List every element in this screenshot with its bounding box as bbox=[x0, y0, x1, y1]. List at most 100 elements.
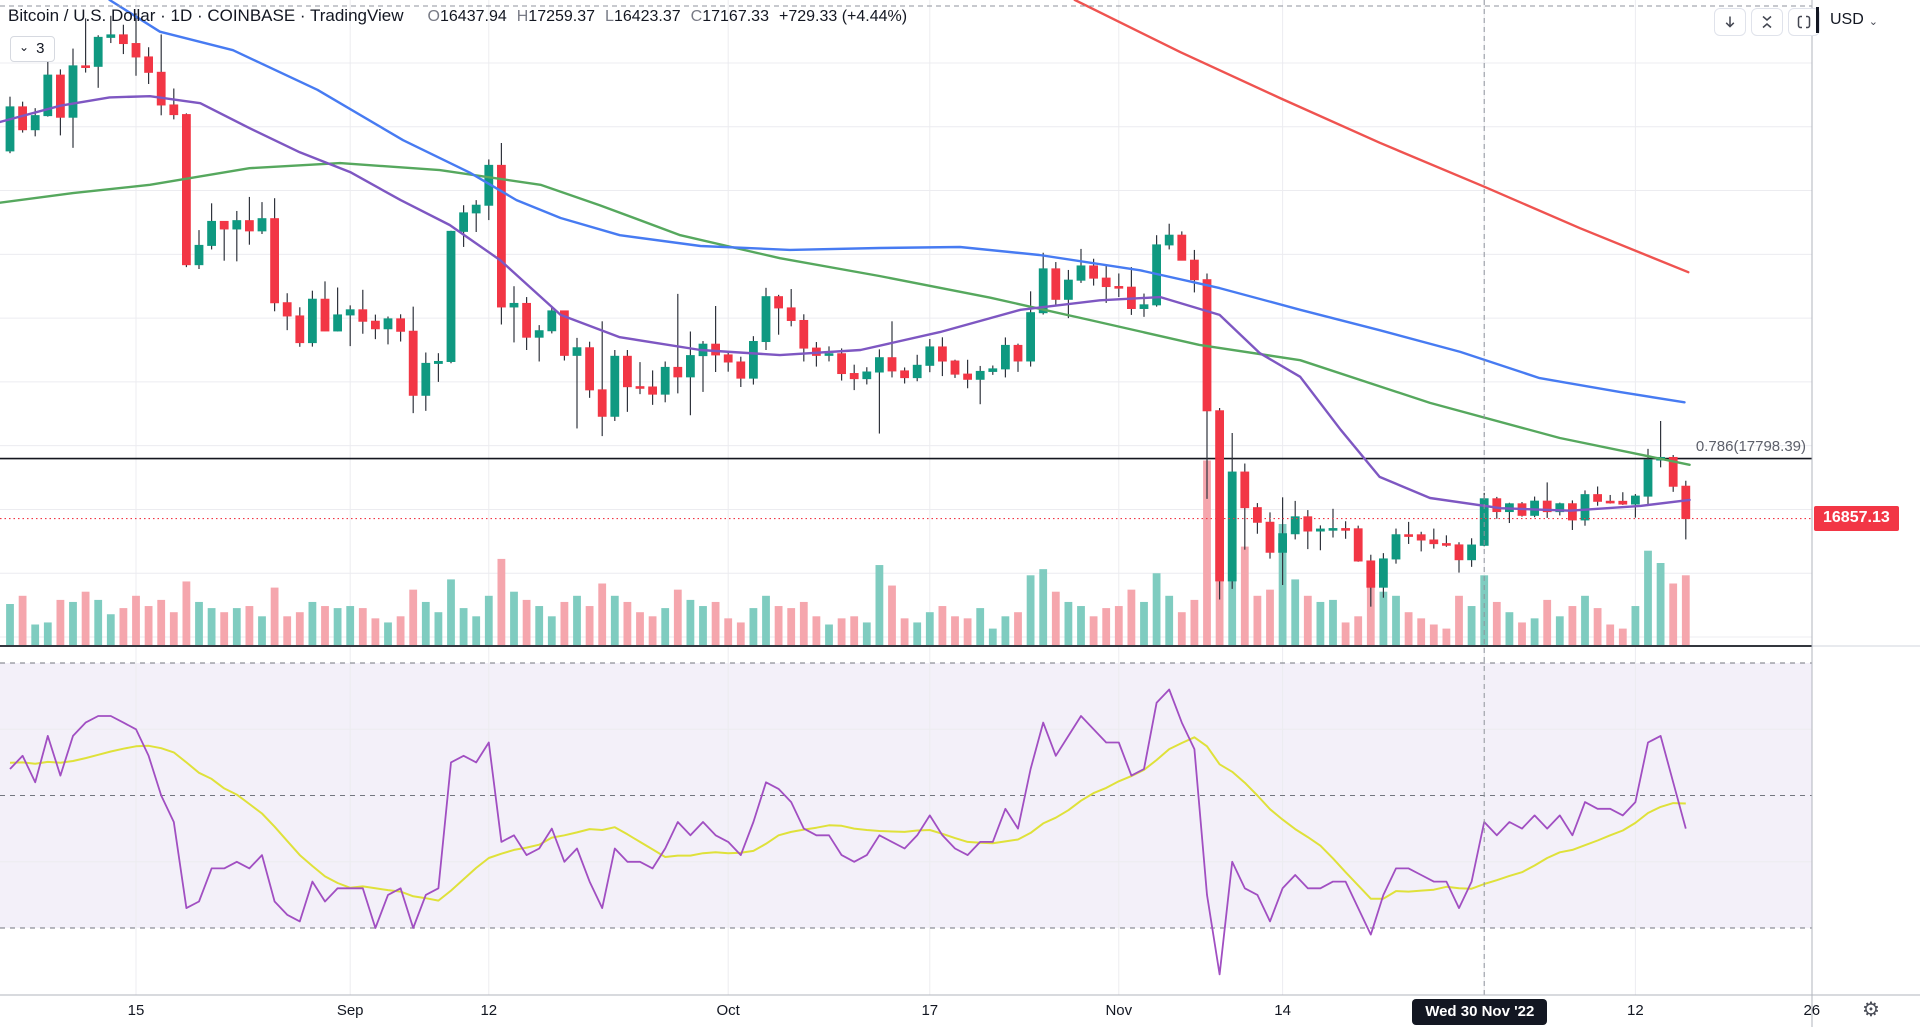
last-price-label: 16857.13 bbox=[1814, 506, 1899, 531]
volume-bar bbox=[43, 622, 52, 645]
candle-body bbox=[257, 218, 267, 232]
volume-bar bbox=[1190, 599, 1199, 645]
candle-body bbox=[371, 320, 380, 330]
symbol-title[interactable]: Bitcoin / U.S. Dollar · 1D · COINBASE · … bbox=[8, 6, 404, 25]
volume-bar bbox=[182, 581, 191, 645]
volume-bar bbox=[18, 595, 27, 645]
volume-bar bbox=[585, 606, 594, 645]
candle-body bbox=[182, 114, 191, 266]
volume-bar bbox=[1606, 624, 1615, 645]
ohlc-values: O16437.94 H17259.37 L16423.37 C17167.33 +729… bbox=[428, 8, 908, 26]
candle-body bbox=[282, 302, 292, 317]
volume-bar bbox=[409, 589, 418, 645]
candle-body bbox=[93, 36, 103, 67]
volume-bar bbox=[1581, 595, 1589, 645]
time-tick-label: 17 bbox=[921, 1002, 939, 1019]
volume-bar bbox=[371, 618, 380, 645]
rsi-pane[interactable] bbox=[0, 648, 1812, 995]
volume-bar bbox=[1127, 589, 1136, 645]
volume-bar bbox=[749, 608, 758, 645]
volume-bar bbox=[308, 601, 317, 645]
volume-bar bbox=[119, 608, 128, 645]
volume-bar bbox=[547, 616, 556, 645]
time-tick-label: 14 bbox=[1274, 1002, 1291, 1019]
candle-body bbox=[333, 314, 343, 332]
volume-bar bbox=[812, 616, 821, 645]
volume-bar bbox=[396, 616, 405, 645]
volume-bar bbox=[295, 612, 304, 645]
candle-body bbox=[497, 164, 506, 308]
volume-bar bbox=[1429, 624, 1438, 645]
indicators-collapse-button[interactable]: ⌄ 3 bbox=[10, 36, 56, 62]
volume-bar bbox=[510, 591, 518, 645]
time-axis-settings-gear-icon[interactable]: ⚙ bbox=[1862, 999, 1880, 1021]
candle-body bbox=[1177, 234, 1187, 261]
candle-body bbox=[1190, 259, 1199, 281]
change-value: +729.33 (+4.44%) bbox=[778, 8, 908, 25]
pane-toolbar bbox=[1714, 8, 1820, 36]
candle-body bbox=[131, 43, 141, 58]
candle-body bbox=[522, 302, 532, 338]
low-label: L bbox=[605, 8, 614, 25]
candle-body bbox=[1089, 265, 1098, 279]
candle-body bbox=[560, 310, 569, 356]
volume-bar bbox=[648, 616, 657, 645]
price-axis[interactable]: 24000.0023000.0022000.0021000.0020000.00… bbox=[1812, 0, 1920, 995]
volume-bar bbox=[1001, 616, 1010, 645]
volume-bar bbox=[925, 612, 934, 645]
volume-bar bbox=[69, 601, 77, 645]
candle-body bbox=[786, 307, 796, 321]
candle-body bbox=[169, 104, 179, 116]
volume-bar bbox=[1014, 612, 1022, 645]
price-pane[interactable] bbox=[0, 0, 1812, 646]
fib-level-label[interactable]: 0.786(17798.39) bbox=[1695, 438, 1806, 455]
candle-body bbox=[1240, 471, 1250, 509]
maximize-icon bbox=[1797, 15, 1811, 29]
candle-body bbox=[938, 346, 947, 362]
volume-bar bbox=[1618, 628, 1627, 645]
candle-body bbox=[156, 71, 166, 106]
candle-body bbox=[1316, 528, 1325, 532]
candle-body bbox=[925, 346, 935, 366]
candle-body bbox=[5, 106, 15, 152]
volume-bar bbox=[144, 606, 153, 645]
candle-body bbox=[1492, 498, 1502, 513]
volume-bar bbox=[346, 606, 355, 645]
high-value: 17259.37 bbox=[528, 8, 596, 25]
time-axis[interactable]: 15 Sep 12 Oct 17 Nov 14 12 26 bbox=[0, 995, 1820, 1027]
price-axis-marker bbox=[1816, 7, 1819, 33]
rsi-line bbox=[9, 688, 1687, 976]
candle-body bbox=[1404, 534, 1413, 537]
volume-bar bbox=[1114, 606, 1123, 645]
volume-bar bbox=[825, 624, 833, 645]
currency-label: USD bbox=[1830, 11, 1864, 28]
candle-body bbox=[43, 74, 53, 117]
volume-bar bbox=[1644, 550, 1652, 645]
open-label: O bbox=[427, 8, 440, 25]
crosshair-date-badge: Wed 30 Nov '22 bbox=[1412, 999, 1548, 1025]
collapse-icon bbox=[1762, 15, 1772, 29]
volume-bar bbox=[951, 616, 959, 645]
candle-body bbox=[1227, 471, 1237, 582]
volume-bar bbox=[875, 565, 884, 645]
volume-bar bbox=[1593, 608, 1602, 645]
candle-body bbox=[912, 364, 922, 379]
candle-body bbox=[30, 115, 40, 131]
candle-body bbox=[18, 106, 28, 131]
volume-bar bbox=[1341, 622, 1350, 645]
volume-bar bbox=[283, 616, 292, 645]
volume-bar bbox=[787, 608, 796, 645]
volume-bar bbox=[900, 618, 909, 645]
volume-bar bbox=[736, 622, 745, 645]
candle-body bbox=[358, 309, 368, 322]
candle-body bbox=[345, 309, 355, 316]
candle-body bbox=[862, 371, 872, 380]
volume-bar bbox=[1492, 601, 1501, 645]
volume-bar bbox=[610, 595, 619, 645]
candle-body bbox=[1668, 456, 1678, 487]
collapse-pane-button[interactable] bbox=[1751, 8, 1783, 36]
move-pane-down-button[interactable] bbox=[1714, 8, 1746, 36]
currency-selector[interactable]: USD ⌄ bbox=[1830, 11, 1878, 29]
maximize-pane-button[interactable] bbox=[1788, 8, 1820, 36]
